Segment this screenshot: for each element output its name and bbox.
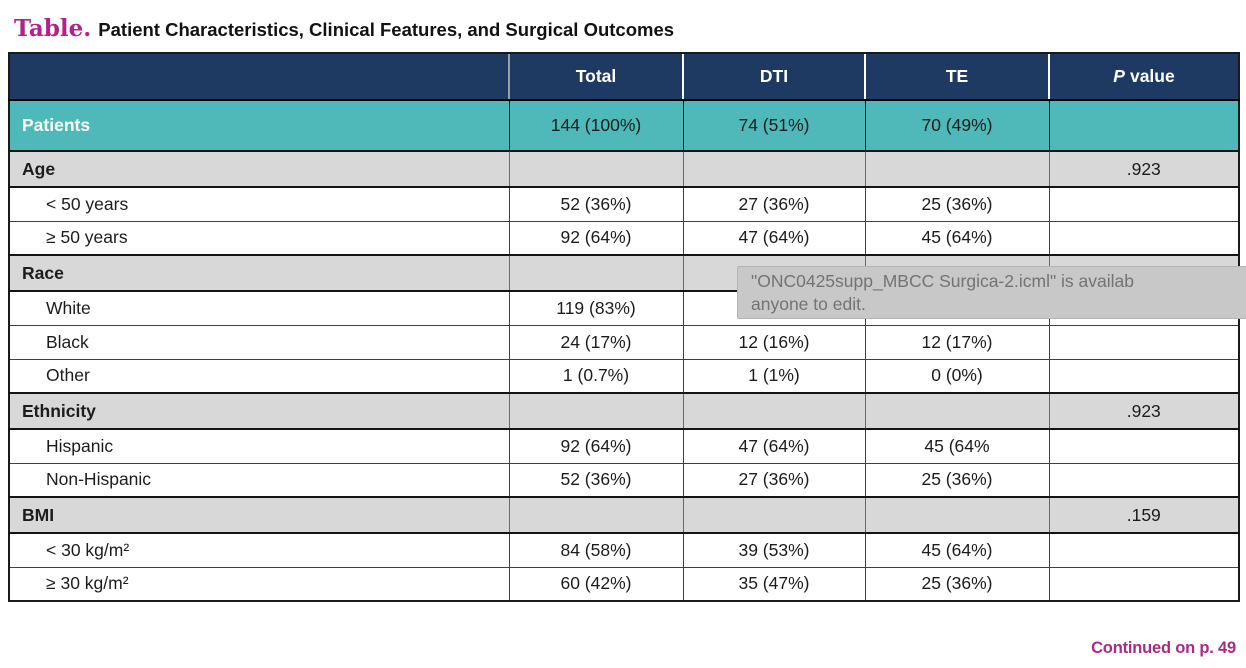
header-cell-dti: DTI xyxy=(682,52,866,101)
cell-total: 24 (17%) xyxy=(508,324,684,360)
cell-total: 60 (42%) xyxy=(508,566,684,602)
cell-total: 92 (64%) xyxy=(508,220,684,256)
cell-total: 84 (58%) xyxy=(508,532,684,568)
cell-total: 119 (83%) xyxy=(508,290,684,326)
cell-total: 144 (100%) xyxy=(508,99,684,152)
cell-te: 45 (64% xyxy=(864,428,1050,464)
table-row: < 30 kg/m² 84 (58%) 39 (53%) 45 (64%) xyxy=(8,532,1240,568)
continued-note: Continued on p. 49 xyxy=(1091,639,1236,657)
row-label: ≥ 50 years xyxy=(8,220,510,256)
row-label: Other xyxy=(8,358,510,394)
cell-pvalue xyxy=(1048,220,1240,256)
cell-total xyxy=(508,254,684,292)
row-label: < 50 years xyxy=(8,186,510,222)
cell-total: 92 (64%) xyxy=(508,428,684,464)
cell-dti: 27 (36%) xyxy=(682,186,866,222)
cell-te: 25 (36%) xyxy=(864,462,1050,498)
row-label: Black xyxy=(8,324,510,360)
cell-dti: 47 (64%) xyxy=(682,220,866,256)
file-availability-tooltip: "ONC0425supp_MBCC Surgica-2.icml" is ava… xyxy=(737,266,1246,319)
cell-total: 52 (36%) xyxy=(508,186,684,222)
row-label: Patients xyxy=(8,99,510,152)
cell-dti: 74 (51%) xyxy=(682,99,866,152)
cell-dti: 35 (47%) xyxy=(682,566,866,602)
cell-total xyxy=(508,392,684,430)
cell-pvalue xyxy=(1048,324,1240,360)
section-label: Race xyxy=(8,254,510,292)
row-label: < 30 kg/m² xyxy=(8,532,510,568)
header-cell-total: Total xyxy=(508,52,684,101)
cell-te xyxy=(864,392,1050,430)
cell-pvalue xyxy=(1048,462,1240,498)
cell-total xyxy=(508,150,684,188)
table-row: ≥ 30 kg/m² 60 (42%) 35 (47%) 25 (36%) xyxy=(8,566,1240,602)
cell-pvalue xyxy=(1048,428,1240,464)
cell-te: 45 (64%) xyxy=(864,532,1050,568)
cell-total: 1 (0.7%) xyxy=(508,358,684,394)
section-row-bmi: BMI .159 xyxy=(8,496,1240,534)
cell-te: 25 (36%) xyxy=(864,566,1050,602)
cell-dti: 12 (16%) xyxy=(682,324,866,360)
cell-te: 0 (0%) xyxy=(864,358,1050,394)
cell-te xyxy=(864,150,1050,188)
cell-pvalue: .159 xyxy=(1048,496,1240,534)
table-row: Black 24 (17%) 12 (16%) 12 (17%) xyxy=(8,324,1240,360)
tooltip-line2: anyone to edit. xyxy=(751,294,866,314)
row-label: ≥ 30 kg/m² xyxy=(8,566,510,602)
p-value-italic: P xyxy=(1113,66,1125,86)
cell-dti xyxy=(682,150,866,188)
cell-dti: 27 (36%) xyxy=(682,462,866,498)
cell-te: 25 (36%) xyxy=(864,186,1050,222)
cell-dti xyxy=(682,392,866,430)
row-label: Non-Hispanic xyxy=(8,462,510,498)
table-title-text: Patient Characteristics, Clinical Featur… xyxy=(98,19,675,40)
section-row-age: Age .923 xyxy=(8,150,1240,188)
cell-pvalue xyxy=(1048,566,1240,602)
cell-dti xyxy=(682,496,866,534)
table-row: Other 1 (0.7%) 1 (1%) 0 (0%) xyxy=(8,358,1240,394)
row-label: White xyxy=(8,290,510,326)
table-row: ≥ 50 years 92 (64%) 47 (64%) 45 (64%) xyxy=(8,220,1240,256)
section-label: Ethnicity xyxy=(8,392,510,430)
cell-pvalue xyxy=(1048,532,1240,568)
table-row: < 50 years 52 (36%) 27 (36%) 25 (36%) xyxy=(8,186,1240,222)
header-cell-empty xyxy=(8,52,510,101)
row-label: Hispanic xyxy=(8,428,510,464)
cell-pvalue: .923 xyxy=(1048,150,1240,188)
cell-pvalue xyxy=(1048,99,1240,152)
cell-te: 70 (49%) xyxy=(864,99,1050,152)
table-row: Non-Hispanic 52 (36%) 27 (36%) 25 (36%) xyxy=(8,462,1240,498)
cell-pvalue xyxy=(1048,186,1240,222)
cell-total xyxy=(508,496,684,534)
table-row: Hispanic 92 (64%) 47 (64%) 45 (64% xyxy=(8,428,1240,464)
cell-te: 12 (17%) xyxy=(864,324,1050,360)
cell-total: 52 (36%) xyxy=(508,462,684,498)
cell-te: 45 (64%) xyxy=(864,220,1050,256)
cell-dti: 39 (53%) xyxy=(682,532,866,568)
tooltip-line1: "ONC0425supp_MBCC Surgica-2.icml" is ava… xyxy=(751,271,1134,291)
cell-te xyxy=(864,496,1050,534)
section-label: BMI xyxy=(8,496,510,534)
patients-row: Patients 144 (100%) 74 (51%) 70 (49%) xyxy=(8,99,1240,152)
section-label: Age xyxy=(8,150,510,188)
cell-dti: 47 (64%) xyxy=(682,428,866,464)
cell-pvalue xyxy=(1048,358,1240,394)
table-title: Table. Patient Characteristics, Clinical … xyxy=(0,0,1246,52)
cell-pvalue: .923 xyxy=(1048,392,1240,430)
cell-dti: 1 (1%) xyxy=(682,358,866,394)
section-row-ethnicity: Ethnicity .923 xyxy=(8,392,1240,430)
header-cell-te: TE xyxy=(864,52,1050,101)
p-value-rest: value xyxy=(1129,66,1175,86)
table-title-word: Table. xyxy=(14,15,92,42)
